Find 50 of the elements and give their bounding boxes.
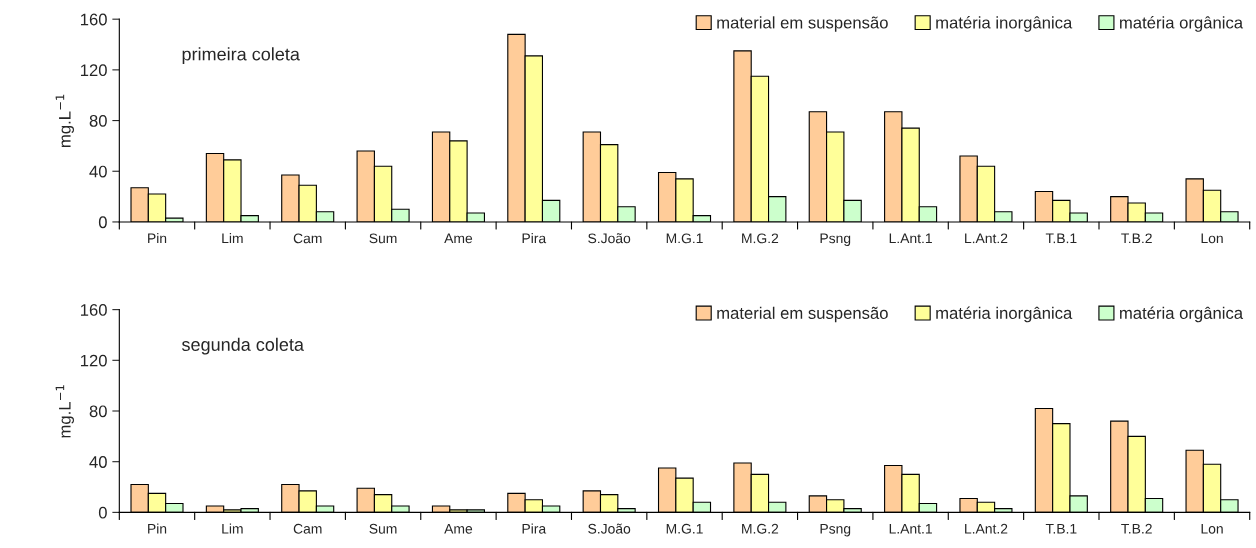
x-tick-label: T.B.1	[1045, 233, 1077, 244]
x-tick-label: Sum	[369, 523, 397, 534]
x-tick-label: Lon	[1201, 233, 1223, 244]
y-tick-label: 80	[89, 405, 107, 418]
legend-label: material em suspensão	[717, 306, 888, 323]
x-tick-label: L.Ant.2	[965, 233, 1008, 244]
x-tick-label: T.B.2	[1121, 233, 1152, 244]
legend-label: matéria orgânica	[1120, 16, 1244, 32]
y-tick-label: 120	[80, 354, 107, 367]
x-tick-label: Pin	[148, 233, 167, 244]
x-tick-label: L.Ant.1	[889, 233, 932, 244]
y-axis-title: mg.L$^{−1}$	[55, 94, 74, 147]
legend-label: matéria inorgânica	[936, 306, 1073, 323]
x-tick-label: L.Ant.2	[965, 523, 1008, 534]
x-tick-label: Sum	[369, 233, 397, 244]
x-tick-label: Psng	[820, 233, 851, 246]
x-tick-label: T.B.2	[1121, 523, 1152, 534]
x-tick-label: Pira	[522, 523, 547, 534]
legend-label: material em suspensão	[717, 16, 888, 32]
x-tick-label: M.G.1	[666, 523, 703, 534]
y-tick-label: 0	[98, 216, 107, 229]
x-tick-label: Ame	[444, 233, 473, 244]
x-tick-label: Psng	[820, 524, 851, 537]
y-tick-label: 0	[98, 506, 107, 519]
x-tick-label: Lim	[222, 523, 243, 534]
y-tick-label: 40	[89, 456, 107, 468]
y-tick-label: 80	[89, 114, 107, 127]
y-tick-label: 40	[89, 165, 107, 178]
x-tick-label: L.Ant.1	[889, 524, 932, 534]
text: primeira coleta	[182, 47, 300, 65]
x-tick-label: Lim	[222, 233, 243, 244]
y-tick-label: 160	[80, 13, 107, 26]
legend-label: matéria inorgânica	[936, 16, 1073, 32]
y-axis-title: mg.L$^{−1}$	[55, 385, 74, 438]
x-tick-label: Lon	[1201, 524, 1223, 534]
x-tick-label: S.João	[588, 523, 631, 534]
x-tick-label: T.B.1	[1045, 524, 1077, 534]
x-tick-label: Cam	[293, 523, 322, 534]
x-tick-label: Pin	[148, 523, 167, 534]
x-tick-label: M.G.2	[742, 233, 779, 244]
x-tick-label: Ame	[444, 524, 473, 534]
x-tick-label: S.João	[588, 233, 631, 244]
x-tick-label: M.G.1	[666, 233, 703, 244]
x-tick-label: M.G.2	[742, 523, 779, 534]
legend-label: matéria orgânica	[1120, 306, 1244, 323]
x-tick-label: Cam	[293, 233, 322, 244]
y-tick-label: 120	[80, 64, 107, 77]
text: segunda coleta	[181, 337, 304, 355]
y-tick-label: 160	[80, 304, 107, 316]
x-tick-label: Pira	[522, 233, 547, 244]
